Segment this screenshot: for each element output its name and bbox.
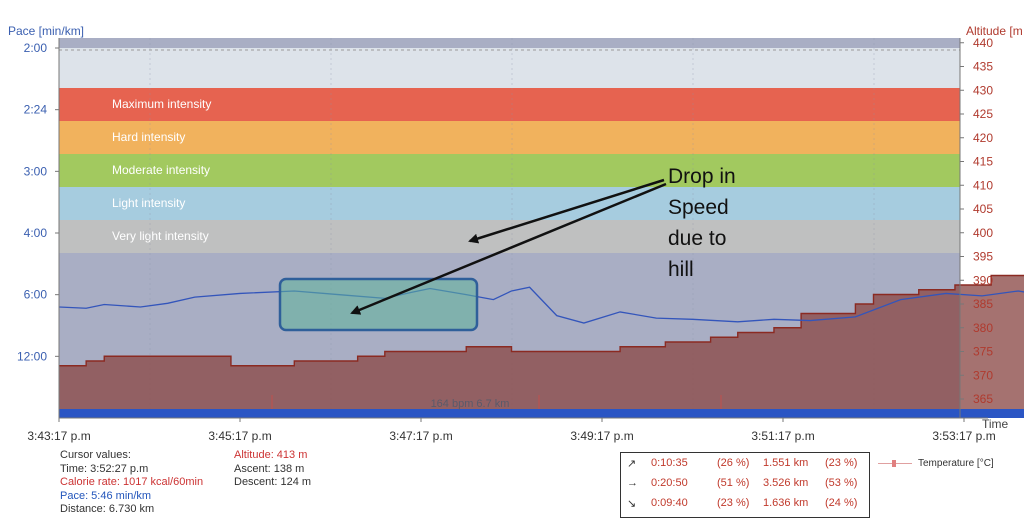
cursor-panel-right: Altitude: 413 m Ascent: 138 m Descent: 1… (234, 449, 311, 490)
cursor-descent: Descent: 124 m (234, 476, 312, 488)
baseline-label: 164 bpm 6.7 km (431, 398, 510, 410)
x-axis-title: Time (982, 417, 1009, 431)
right-tick-label: 395 (973, 250, 993, 264)
right-tick-label: 385 (973, 297, 993, 311)
altitude-line (59, 274, 1024, 367)
zone-label: Moderate intensity (112, 163, 210, 177)
cursor-ascent: Ascent: 138 m (234, 462, 305, 475)
stats-distance-pct: (53 %) (825, 477, 858, 489)
annotation-text: due to (668, 227, 726, 250)
right-tick-label: 380 (973, 321, 993, 335)
annotation: Drop in Speed due to hill (278, 165, 736, 332)
annotation-text: hill (668, 258, 694, 281)
right-tick-label: 425 (973, 107, 993, 121)
stats-distance-pct: (23 %) (825, 457, 858, 469)
x-tick-label: 3:43:17 p.m (27, 429, 90, 443)
axes: 164 bpm 6.7 km 2:00 2:24 3:00 4:00 6:00 12:00 3… (17, 36, 1024, 443)
right-tick-label: 440 (973, 36, 993, 50)
temperature-legend-label: Temperature [°C] (918, 458, 994, 469)
right-tick-label: 435 (973, 60, 993, 74)
altitude-area (59, 274, 1024, 418)
left-tick-label: 12:00 (17, 349, 47, 363)
cursor-panel-title: Cursor values: (60, 449, 131, 461)
right-tick-label: 430 (973, 83, 993, 97)
top-band (59, 48, 960, 88)
downhill-arrow-icon: ↘ (627, 498, 637, 510)
right-tick-label: 390 (973, 273, 993, 287)
zone-label: Light intensity (112, 196, 185, 210)
x-tick-label: 3:51:17 p.m (751, 429, 814, 443)
left-tick-label: 6:00 (24, 288, 48, 302)
stats-time-pct: (23 %) (717, 497, 750, 509)
cursor-altitude: Altitude: 413 m (234, 449, 308, 461)
temperature-line-icon (878, 459, 912, 467)
annotation-text: Drop in (668, 165, 736, 188)
right-tick-label: 420 (973, 131, 993, 145)
zone-band (59, 121, 960, 154)
stats-row-flat: → 0:20:50 (51 %) 3.526 km (53 %) (621, 475, 869, 493)
right-tick-label: 375 (973, 345, 993, 359)
right-tick-label: 415 (973, 155, 993, 169)
stats-distance: 1.551 km (763, 457, 809, 469)
left-tick-label: 4:00 (24, 226, 48, 240)
pace-altitude-chart: Maximum intensity Hard intensity Moderate … (8, 24, 1024, 443)
zone-label: Very light intensity (112, 229, 209, 243)
right-tick-label: 405 (973, 202, 993, 216)
stats-time-pct: (51 %) (717, 477, 750, 489)
cursor-panel-left: Cursor values: Time: 3:52:27 p.m Calorie… (60, 449, 203, 517)
cursor-calorie-rate: Calorie rate: 1017 kcal/60min (60, 476, 204, 488)
left-axis-title: Pace [min/km] (8, 24, 84, 38)
stats-distance: 1.636 km (763, 497, 809, 509)
x-tick-label: 3:45:17 p.m (208, 429, 271, 443)
stats-row-downhill: ↘ 0:09:40 (23 %) 1.636 km (24 %) (621, 495, 869, 513)
left-tick-label: 2:24 (24, 103, 48, 117)
x-tick-label: 3:47:17 p.m (389, 429, 452, 443)
intensity-zones: Maximum intensity Hard intensity Moderate … (59, 88, 960, 253)
left-tick-label: 3:00 (24, 164, 48, 178)
altitude-area-fill (59, 275, 1024, 418)
zone-band (59, 154, 960, 187)
annotation-arrow-2 (350, 182, 667, 315)
stats-time: 0:20:50 (651, 477, 688, 489)
cursor-time: Time: 3:52:27 p.m (60, 462, 149, 475)
annotation-arrow-1 (468, 178, 665, 244)
x-tick-label: 3:49:17 p.m (570, 429, 633, 443)
right-axis-title: Altitude [m (966, 24, 1023, 38)
slope-stats-box: ↗ 0:10:35 (26 %) 1.551 km (23 %) → 0:20:… (620, 452, 870, 518)
zone-label: Hard intensity (112, 130, 185, 144)
left-tick-label: 2:00 (24, 41, 48, 55)
zone-band (59, 187, 960, 220)
right-tick-label: 400 (973, 226, 993, 240)
right-tick-label: 365 (973, 392, 993, 406)
stats-time: 0:09:40 (651, 497, 688, 509)
flat-arrow-icon: → (627, 477, 638, 489)
annotation-text: Speed (668, 196, 729, 219)
stats-distance-pct: (24 %) (825, 497, 858, 509)
stats-time: 0:10:35 (651, 457, 688, 469)
distance-bar (59, 409, 1024, 418)
stats-time-pct: (26 %) (717, 457, 750, 469)
right-tick-label: 370 (973, 368, 993, 382)
stats-row-uphill: ↗ 0:10:35 (26 %) 1.551 km (23 %) (621, 455, 869, 473)
uphill-arrow-icon: ↗ (627, 458, 637, 470)
cursor-pace: Pace: 5:46 min/km (60, 489, 152, 502)
right-tick-label: 410 (973, 178, 993, 192)
cursor-distance: Distance: 6.730 km (60, 503, 155, 515)
highlight-box (278, 277, 479, 332)
temperature-legend[interactable]: Temperature [°C] (878, 458, 994, 469)
zone-label: Maximum intensity (112, 97, 211, 111)
stats-distance: 3.526 km (763, 477, 809, 489)
x-tick-label: 3:53:17 p.m (932, 429, 995, 443)
zone-band (59, 88, 960, 121)
